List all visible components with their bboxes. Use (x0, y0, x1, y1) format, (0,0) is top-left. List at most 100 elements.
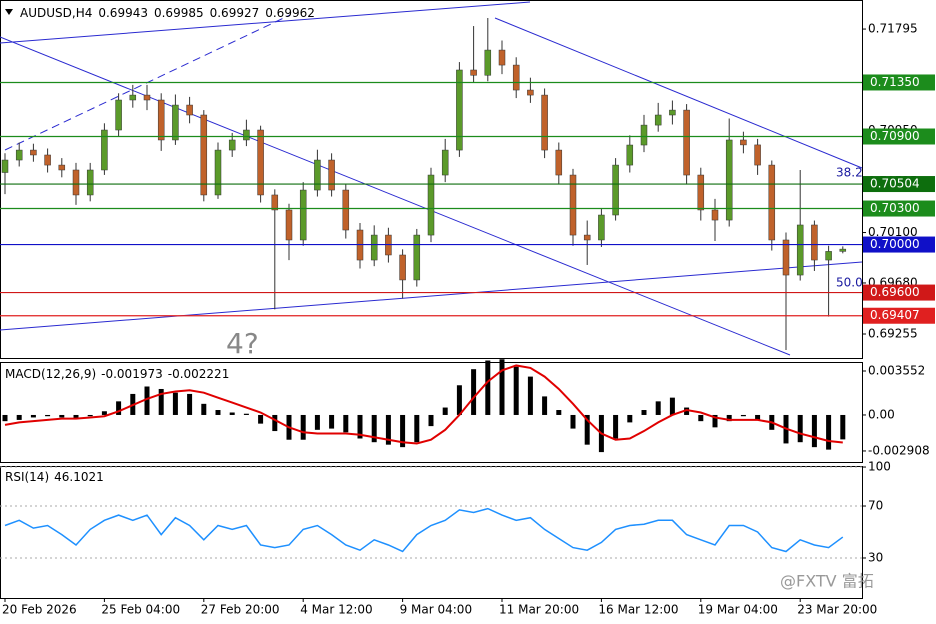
candle-body (143, 94, 151, 101)
level-label-box (863, 200, 935, 217)
candle-body (683, 109, 690, 176)
x-tick-label: 25 Feb 04:00 (101, 603, 180, 617)
candle-body (598, 214, 605, 241)
level-label: 0.69600 (870, 285, 920, 299)
y-tick-label: 0.69255 (868, 326, 918, 340)
trend-line (494, 17, 863, 169)
close: 0.69962 (265, 6, 315, 20)
macd-bar (499, 359, 505, 415)
macd-bar (755, 414, 761, 420)
rsi-line (4, 507, 844, 553)
high: 0.69985 (154, 6, 204, 20)
macd-bar (527, 376, 533, 415)
candle-body (101, 129, 108, 171)
x-tick-label: 11 Mar 20:00 (499, 603, 579, 617)
macd-bar (314, 414, 320, 430)
rsi-header: RSI(14) 46.1021 (5, 470, 104, 484)
x-tick-label: 4 Mar 12:00 (300, 603, 373, 617)
x-tick-label: 27 Feb 20:00 (201, 603, 280, 617)
y-tick-label: 0.00 (868, 407, 895, 421)
candle-body (796, 224, 804, 276)
level-label: 0.71350 (870, 75, 920, 89)
candle-body (782, 239, 790, 276)
macd-bar (655, 401, 661, 415)
candle-body (243, 129, 250, 141)
candle-body (583, 234, 591, 241)
macd-bar (513, 366, 519, 415)
macd-bar (272, 414, 278, 432)
y-tick-label: 0.70100 (868, 225, 918, 239)
candle-body (228, 139, 236, 151)
macd-bar (343, 414, 349, 433)
rsi-panel (0, 466, 863, 599)
macd-bar (698, 414, 704, 422)
macd-bar (613, 414, 619, 439)
macd-bar (30, 414, 36, 418)
macd-bar (442, 407, 448, 415)
macd-bar (2, 414, 8, 422)
y-tick-label: 70 (868, 499, 883, 513)
fib-label: 50.0 (836, 276, 863, 290)
level-label: 0.70300 (870, 201, 920, 215)
macd-bar (116, 401, 122, 415)
x-tick-label: 9 Mar 04:00 (400, 603, 473, 617)
price-panel (0, 0, 863, 359)
candle-body (157, 99, 165, 141)
candle-body (740, 139, 747, 146)
trend-line (0, 36, 791, 356)
macd-bar (456, 385, 462, 415)
candle-body (399, 254, 406, 281)
level-label-box (863, 307, 935, 324)
candle-body (413, 234, 421, 281)
macd-bar (215, 410, 221, 415)
macd-bar (357, 414, 363, 439)
macd-bar (740, 414, 746, 417)
macd-bar (144, 386, 150, 415)
candle-body (811, 224, 818, 261)
macd-bar (201, 403, 207, 415)
candle-body (754, 144, 761, 166)
candle-body (370, 234, 378, 261)
candle-body (640, 124, 648, 146)
macd-signal: -0.002221 (168, 367, 230, 381)
y-tick-label: 0.71795 (868, 22, 918, 36)
macd-bar (101, 411, 107, 415)
macd-bar (428, 414, 434, 427)
macd-bar (400, 414, 406, 448)
macd-bar (258, 414, 264, 424)
candle-body (314, 159, 321, 191)
watermark: @FXTV 富拓 (780, 572, 874, 591)
level-label-box (863, 236, 935, 253)
candle-body (839, 248, 847, 252)
macd-bar (187, 393, 193, 415)
macd-bar (172, 392, 178, 415)
candle-body (456, 69, 463, 151)
candle-body (328, 159, 335, 191)
macd-bar (300, 414, 306, 440)
level-label-box (863, 128, 935, 145)
macd-bar (684, 407, 690, 415)
low: 0.69927 (210, 6, 260, 20)
macd-title: MACD(12,26,9) (5, 367, 96, 381)
x-tick-label: 16 Mar 12:00 (598, 603, 678, 617)
candle-body (186, 104, 193, 116)
candle-body (72, 169, 80, 196)
candle-body (58, 164, 66, 171)
trend-line (0, 1, 531, 44)
candle-body (427, 174, 435, 236)
level-label: 0.70000 (870, 237, 920, 251)
candle-body (441, 149, 449, 176)
x-tick-label: 19 Mar 04:00 (698, 603, 778, 617)
fib-label: 38.2 (836, 166, 863, 180)
candle-body (285, 209, 293, 241)
level-label: 0.69407 (870, 308, 920, 322)
candle-body (271, 194, 279, 211)
candle-body (825, 251, 832, 261)
menu-icon[interactable] (5, 9, 13, 15)
candle-body (654, 114, 662, 126)
macd-bar (471, 369, 477, 415)
macd-bar (797, 414, 803, 443)
macd-bar (485, 360, 491, 415)
